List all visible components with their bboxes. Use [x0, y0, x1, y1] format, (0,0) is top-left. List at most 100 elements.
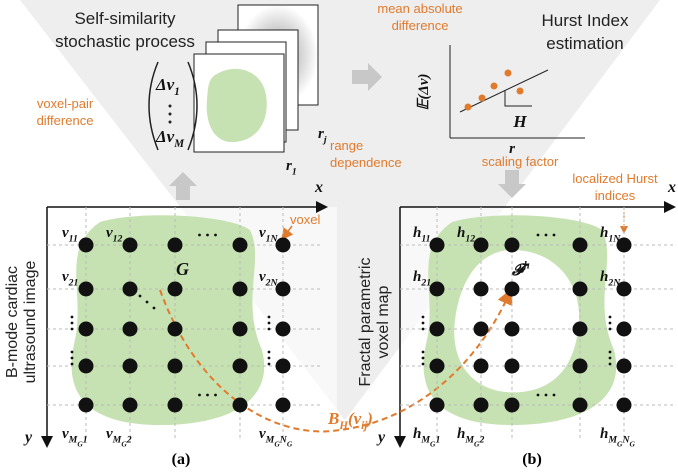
heading: stochastic process [55, 32, 195, 51]
ellipsis [545, 394, 548, 397]
label-part: h [457, 225, 465, 241]
voxel-dot [505, 359, 520, 374]
ellipsis [609, 351, 612, 354]
voxel-dot [276, 398, 291, 413]
ellipsis [609, 357, 612, 360]
label-part: Δv [155, 127, 175, 146]
label-part: 2 [126, 435, 132, 446]
region-label: G [176, 259, 189, 279]
ellipsis [198, 394, 201, 397]
label-part: h [413, 225, 421, 241]
voxel-dot [474, 282, 489, 297]
ellipsis [71, 363, 74, 366]
ellipsis [537, 394, 540, 397]
annotation: localized Hurst [572, 171, 658, 186]
ellipsis [609, 316, 612, 319]
label-part: (v [348, 409, 362, 428]
annotation: range [330, 138, 363, 153]
voxel-dot [123, 282, 138, 297]
ellipsis [553, 394, 556, 397]
ellipsis [71, 351, 74, 354]
voxel-dot [474, 322, 489, 337]
axis-label: x [314, 179, 323, 196]
label-part: 2N [265, 278, 279, 289]
voxel-dot [505, 238, 520, 253]
voxel-dot [430, 398, 445, 413]
label-part: h [457, 426, 465, 442]
voxel-dot [617, 322, 632, 337]
ellipsis [268, 328, 271, 331]
voxel-dot [123, 398, 138, 413]
voxel-dot [79, 359, 94, 374]
voxel-dot [276, 359, 291, 374]
axis-label: y [376, 429, 386, 446]
label-part: h [524, 261, 530, 272]
label-part: h [600, 225, 608, 241]
label-part: 1 [292, 167, 297, 178]
label-part: M [173, 138, 185, 150]
voxel-dot [430, 282, 445, 297]
annotation: indices [595, 188, 636, 203]
voxel-dot [123, 238, 138, 253]
annotation: difference [392, 18, 449, 33]
voxel-dot [276, 238, 291, 253]
voxel-dot [168, 322, 183, 337]
label-part: 1N [608, 234, 621, 245]
ellipsis [422, 357, 425, 360]
ellipsis [169, 121, 172, 124]
voxel-dot [79, 282, 94, 297]
label-part: M [464, 435, 474, 446]
ellipsis [422, 363, 425, 366]
annotation: scaling factor [482, 154, 559, 169]
ellipsis [268, 363, 271, 366]
label-part: M [68, 435, 78, 446]
side-label: voxel map [375, 285, 392, 358]
label-part: 12 [113, 234, 123, 245]
caption: (b) [522, 451, 542, 468]
voxel-dot [168, 359, 183, 374]
ellipsis [146, 301, 149, 304]
ellipsis [71, 357, 74, 360]
voxel-dot [573, 398, 588, 413]
voxel-dot [430, 322, 445, 337]
label-part: G [287, 439, 293, 448]
voxel-dot [505, 398, 520, 413]
voxel-dot [276, 322, 291, 337]
ellipsis [268, 351, 271, 354]
ellipsis [609, 328, 612, 331]
ellipsis [169, 113, 172, 116]
voxel-dot [573, 322, 588, 337]
label-part: 2 [478, 435, 484, 446]
side-label: ultrasound image [22, 261, 39, 384]
sample-point [491, 83, 498, 90]
label-part: H [338, 420, 348, 432]
sample-point [465, 104, 472, 111]
label-part: ) [365, 409, 373, 428]
label-part: h [413, 269, 421, 285]
sample-point [479, 95, 486, 102]
voxel-dot [505, 282, 520, 297]
voxel-dot [430, 359, 445, 374]
voxel-dot [617, 398, 632, 413]
sample-point [517, 88, 524, 95]
voxel-dot [123, 359, 138, 374]
ellipsis [206, 394, 209, 397]
ellipsis [422, 351, 425, 354]
label-part: 21 [68, 278, 79, 289]
voxel-dot [233, 359, 248, 374]
ellipsis [198, 234, 201, 237]
ellipsis [71, 316, 74, 319]
caption: (a) [172, 451, 191, 468]
heading: Hurst Index [542, 11, 629, 30]
ellipsis [422, 328, 425, 331]
ellipsis [422, 322, 425, 325]
voxel-dot [505, 322, 520, 337]
ellipsis [268, 322, 271, 325]
ellipsis [268, 357, 271, 360]
label-part: 21 [420, 278, 431, 289]
label-part: M [265, 435, 275, 446]
label-part: 2N [607, 278, 621, 289]
sample-point [505, 70, 512, 77]
label-part: 11 [69, 234, 78, 245]
annotation: voxel [290, 212, 320, 227]
